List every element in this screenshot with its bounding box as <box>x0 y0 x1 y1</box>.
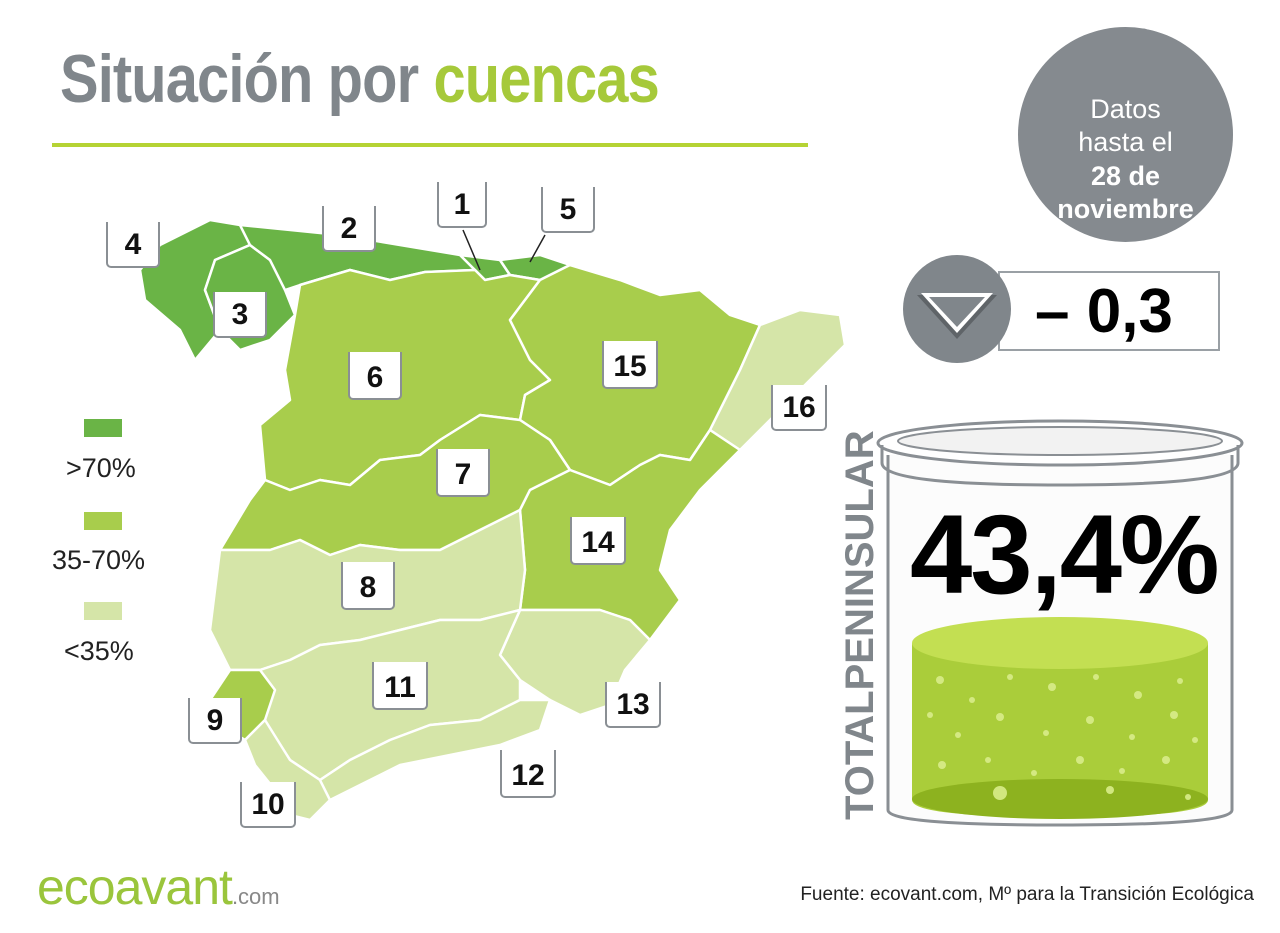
basin-label-3: 3 <box>213 292 267 338</box>
title-part2: cuencas <box>433 41 659 117</box>
date-line2: hasta el <box>1078 127 1173 157</box>
brand-suffix: .com <box>231 884 280 909</box>
basin-label-1: 1 <box>437 182 487 228</box>
basin-label-15: 15 <box>602 341 658 389</box>
change-value: – 0,3 <box>1035 277 1173 346</box>
date-line1: Datos <box>1090 94 1161 124</box>
basin-12-mediterranea-andaluza <box>318 698 552 802</box>
title-underline <box>52 143 808 147</box>
legend-label-mid: 35-70% <box>52 545 146 575</box>
date-line4: noviembre <box>1057 194 1194 224</box>
basin-label-2: 2 <box>322 206 376 252</box>
source-note: Fuente: ecovant.com, Mº para la Transici… <box>800 884 1254 905</box>
total-value: 43,4% <box>910 492 1220 617</box>
basin-label-12: 12 <box>500 750 556 798</box>
basin-label-14: 14 <box>570 517 626 565</box>
title-part1: Situación por <box>60 41 419 117</box>
basin-label-4: 4 <box>106 222 160 268</box>
page-title: Situación por cuencas <box>60 40 660 118</box>
basin-10-guadalete-barbate <box>243 718 332 822</box>
legend-swatch-low <box>84 602 122 620</box>
date-line3: 28 de <box>1090 161 1161 191</box>
basin-label-7: 7 <box>436 449 490 497</box>
basin-label-8: 8 <box>341 562 395 610</box>
reservoir-jar-icon <box>876 419 1244 827</box>
date-badge: Datos hasta el 28 de noviembre <box>1018 27 1233 242</box>
legend-label-high: >70% <box>66 453 136 483</box>
brand-logo: ecoavant.com <box>37 858 280 916</box>
legend-label-low: <35% <box>64 636 134 666</box>
basin-label-6: 6 <box>348 352 402 400</box>
legend-swatch-high <box>84 419 122 437</box>
basin-label-10: 10 <box>240 782 296 828</box>
down-arrow-icon <box>903 255 1011 363</box>
basin-label-16: 16 <box>771 385 827 431</box>
basin-label-9: 9 <box>188 698 242 744</box>
brand-name: ecoavant <box>37 859 233 915</box>
legend-swatch-mid <box>84 512 122 530</box>
basin-label-11: 11 <box>372 662 428 710</box>
change-box <box>998 271 1220 351</box>
basin-label-13: 13 <box>605 682 661 728</box>
basin-label-5: 5 <box>541 187 595 233</box>
